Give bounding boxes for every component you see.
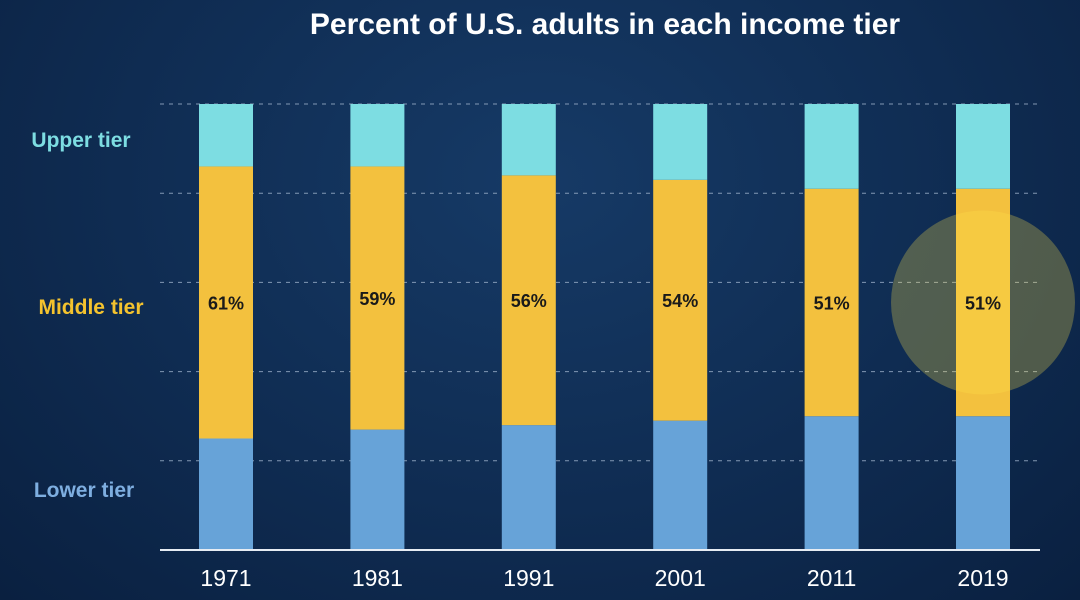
- bar-middle-2001: [653, 179, 708, 421]
- value-labels: 61% 59% 56% 54% 51% 51%: [208, 289, 1001, 313]
- value-label-2001: 54%: [662, 291, 698, 311]
- tick-label-1991: 1991: [503, 565, 554, 591]
- bar-upper-1971: [199, 104, 253, 167]
- bar-upper-2011: [804, 104, 859, 189]
- value-label-2011: 51%: [814, 293, 850, 313]
- tick-label-2001: 2001: [655, 565, 706, 591]
- bar-upper-1981: [350, 104, 405, 167]
- bar-middle-2019: [956, 188, 1010, 417]
- value-label-1991: 56%: [511, 291, 547, 311]
- stacked-bars: [199, 104, 1010, 550]
- tick-label-1981: 1981: [352, 565, 403, 591]
- x-axis-tick-labels: 1971 1981 1991 2001 2011 2019: [200, 565, 1008, 591]
- value-label-1981: 59%: [359, 289, 395, 309]
- bar-middle-1971: [199, 166, 253, 439]
- bar-lower-1971: [199, 438, 253, 550]
- highlight-circle: [891, 210, 1075, 395]
- bar-middle-2011: [804, 188, 859, 417]
- value-label-2019: 51%: [965, 293, 1001, 313]
- tick-label-2019: 2019: [957, 565, 1008, 591]
- tick-label-2011: 2011: [807, 565, 856, 591]
- chart-title: Percent of U.S. adults in each income ti…: [310, 8, 900, 41]
- tier-label-middle: Middle tier: [38, 296, 143, 319]
- bar-lower-2001: [653, 420, 708, 550]
- tier-label-upper: Upper tier: [31, 129, 130, 152]
- bar-lower-1981: [350, 429, 405, 550]
- bar-upper-1991: [501, 104, 556, 176]
- tier-labels: Upper tier Middle tier Lower tier: [31, 129, 143, 502]
- bar-middle-1981: [350, 166, 405, 430]
- bar-lower-1991: [501, 425, 556, 550]
- bar-middle-1991: [501, 175, 556, 426]
- tier-label-lower: Lower tier: [34, 479, 134, 502]
- highlight-layer: [891, 210, 1075, 395]
- value-label-1971: 61%: [208, 293, 244, 313]
- bar-upper-2019: [956, 104, 1010, 189]
- gridlines: [160, 103, 1040, 462]
- bar-lower-2011: [804, 416, 859, 550]
- bar-lower-2019: [956, 416, 1010, 550]
- bar-upper-2001: [653, 104, 708, 180]
- tick-label-1971: 1971: [200, 565, 251, 591]
